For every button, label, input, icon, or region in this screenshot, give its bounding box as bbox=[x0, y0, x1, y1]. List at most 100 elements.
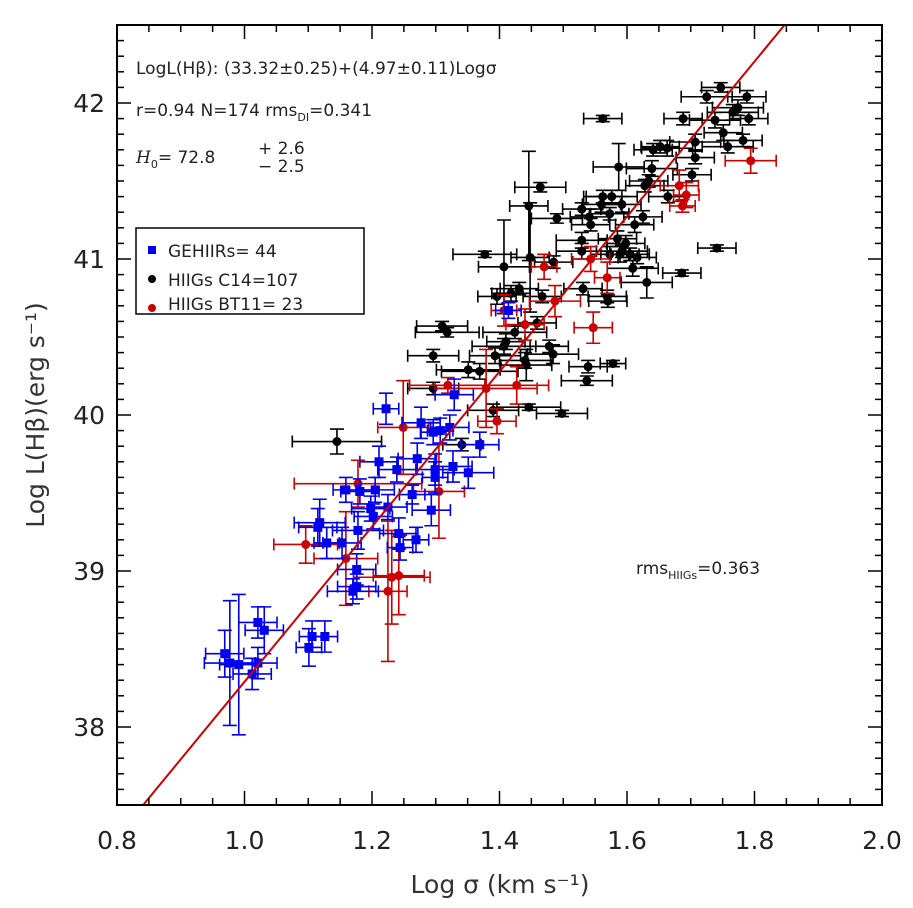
point-marker-square bbox=[352, 564, 362, 574]
legend-label-bt11: HIIGs BT11= 23 bbox=[168, 295, 303, 315]
point-marker-circle bbox=[549, 257, 559, 267]
data-point bbox=[402, 526, 430, 554]
data-point bbox=[672, 181, 700, 209]
point-marker-circle bbox=[537, 291, 547, 301]
data-point bbox=[477, 407, 517, 435]
point-marker-circle bbox=[677, 201, 687, 211]
data-point bbox=[484, 365, 550, 405]
point-marker-circle bbox=[548, 349, 558, 359]
data-point bbox=[397, 442, 438, 476]
legend-marker-gehiirs bbox=[148, 246, 156, 254]
point-marker-square bbox=[259, 625, 269, 635]
legend: GEHIIRs= 44 HIIGs C14=107 HIIGs BT11= 23 bbox=[135, 227, 365, 315]
data-point bbox=[640, 139, 694, 157]
data-point bbox=[570, 217, 611, 232]
point-marker-square bbox=[463, 468, 473, 478]
x-tick-label: 1.4 bbox=[480, 826, 520, 855]
data-point bbox=[696, 242, 737, 255]
data-point bbox=[237, 606, 278, 639]
point-marker-square bbox=[348, 586, 358, 596]
point-marker-circle bbox=[583, 362, 593, 372]
point-marker-circle bbox=[608, 359, 618, 369]
data-point bbox=[597, 230, 638, 248]
point-marker-circle bbox=[442, 327, 452, 337]
data-point bbox=[623, 209, 663, 224]
point-marker-circle bbox=[492, 416, 502, 426]
point-marker-circle bbox=[674, 181, 684, 191]
point-marker-square bbox=[220, 649, 230, 659]
point-marker-square bbox=[392, 465, 402, 475]
point-marker-circle bbox=[746, 156, 756, 166]
x-axis-label: Log σ (km s⁻¹) bbox=[411, 870, 590, 899]
point-marker-circle bbox=[602, 273, 612, 283]
data-point bbox=[452, 248, 518, 261]
point-marker-square bbox=[337, 538, 347, 548]
point-marker-circle bbox=[712, 243, 722, 253]
point-marker-circle bbox=[539, 262, 549, 272]
x-tick-label: 2.0 bbox=[862, 826, 902, 855]
data-point bbox=[659, 169, 700, 203]
data-point bbox=[466, 403, 520, 418]
point-marker-circle bbox=[490, 351, 500, 361]
point-marker-circle bbox=[332, 437, 342, 447]
point-marker-circle bbox=[443, 380, 453, 390]
point-marker-circle bbox=[588, 323, 598, 333]
point-marker-circle bbox=[578, 284, 588, 294]
data-point bbox=[414, 326, 480, 339]
point-marker-circle bbox=[687, 170, 697, 180]
data-point bbox=[587, 294, 628, 309]
fit-stats: r=0.94 N=174 rmsDI=0.341 bbox=[136, 101, 372, 124]
data-point bbox=[494, 301, 522, 320]
x-tick-label: 1.2 bbox=[352, 826, 392, 855]
point-marker-square bbox=[368, 511, 378, 521]
point-marker-circle bbox=[617, 199, 627, 209]
data-point bbox=[419, 418, 447, 446]
data-point bbox=[668, 198, 697, 213]
data-point bbox=[530, 212, 584, 225]
point-marker-circle bbox=[586, 220, 596, 230]
point-marker-circle bbox=[512, 380, 522, 390]
point-marker-circle bbox=[738, 135, 748, 145]
data-point bbox=[322, 526, 362, 560]
point-marker-square bbox=[445, 422, 455, 432]
data-point bbox=[441, 456, 495, 490]
point-marker-circle bbox=[577, 235, 587, 245]
point-marker-square bbox=[225, 658, 235, 668]
point-marker-circle bbox=[301, 539, 311, 549]
data-point bbox=[372, 392, 400, 426]
h0-value: H0= 72.8 bbox=[135, 148, 215, 171]
point-marker-circle bbox=[550, 296, 560, 306]
point-marker-circle bbox=[514, 284, 524, 294]
point-marker-square bbox=[381, 404, 391, 414]
x-tick-label: 1.8 bbox=[735, 826, 775, 855]
point-marker-square bbox=[394, 529, 404, 539]
point-marker-circle bbox=[520, 320, 530, 330]
h0-minus-error: − 2.5 bbox=[258, 157, 305, 177]
data-point bbox=[592, 142, 646, 192]
point-marker-circle bbox=[577, 204, 587, 214]
legend-box bbox=[135, 227, 365, 315]
data-point bbox=[675, 150, 716, 165]
point-marker-circle bbox=[598, 114, 608, 124]
data-point bbox=[376, 379, 430, 476]
point-marker-circle bbox=[628, 263, 638, 273]
data-point bbox=[663, 111, 704, 126]
data-point bbox=[570, 245, 611, 273]
data-point bbox=[291, 428, 383, 455]
point-marker-square bbox=[355, 486, 365, 496]
data-point bbox=[510, 202, 551, 313]
point-marker-circle bbox=[398, 422, 408, 432]
point-marker-circle bbox=[524, 201, 534, 211]
data-point bbox=[459, 431, 500, 458]
data-point bbox=[661, 267, 702, 280]
data-point bbox=[728, 111, 769, 126]
data-point bbox=[372, 535, 426, 616]
point-marker-circle bbox=[662, 143, 672, 153]
data-point bbox=[568, 359, 609, 374]
point-marker-circle bbox=[677, 268, 687, 278]
data-point bbox=[726, 89, 767, 104]
point-marker-circle bbox=[582, 376, 592, 386]
data-point bbox=[411, 493, 452, 527]
data-point bbox=[353, 503, 394, 530]
